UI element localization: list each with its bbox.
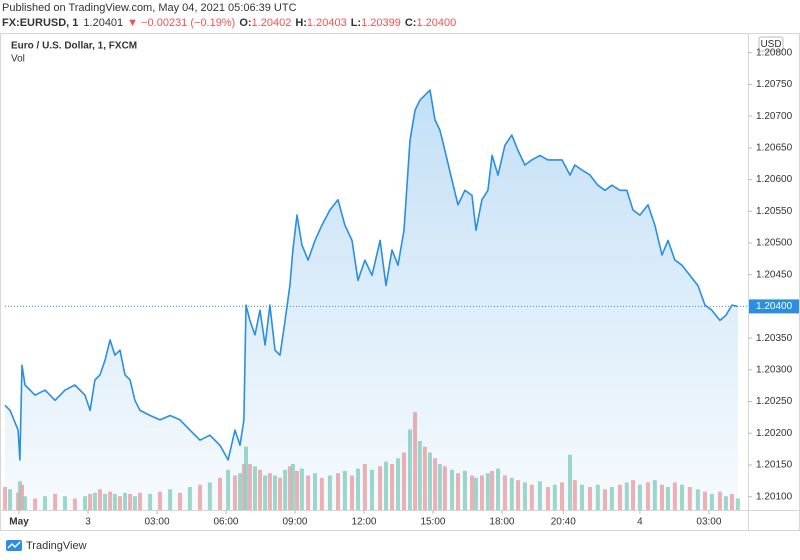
y-tick-label: 1.20100 — [756, 491, 793, 502]
x-tick-label: 03:00 — [696, 517, 721, 528]
last-price-label: 1.20400 — [756, 301, 793, 312]
x-tick-label: 4 — [637, 517, 643, 528]
symbol: FX:EURUSD, 1 — [2, 17, 78, 29]
x-tick-label: 18:00 — [489, 517, 514, 528]
ohlc-value: 1.20402 — [252, 17, 292, 29]
y-tick-label: 1.20350 — [756, 333, 793, 344]
published-note: Published on TradingView.com, May 04, 20… — [2, 2, 297, 14]
ohlc-value: 1.20399 — [361, 17, 401, 29]
ohlc-label: L: — [351, 17, 361, 29]
y-tick-label: 1.20150 — [756, 460, 793, 471]
x-tick-label: 20:40 — [551, 517, 576, 528]
price-line — [4, 89, 739, 461]
y-tick-label: 1.20500 — [756, 238, 793, 249]
ohlc-label: C: — [405, 17, 417, 29]
y-tick-label: 1.20650 — [756, 142, 793, 153]
x-tick-label: 12:00 — [351, 517, 376, 528]
plot — [3, 89, 748, 510]
brand-logo-mark — [7, 541, 21, 549]
currency: USD — [760, 39, 781, 50]
y-tick-label: 1.20550 — [756, 206, 793, 217]
price-area — [5, 90, 738, 510]
y-tick-label: 1.20750 — [756, 79, 793, 90]
y-tick-label: 1.20600 — [756, 174, 793, 185]
brand-name: TradingView — [26, 540, 87, 552]
y-tick-label: 1.20200 — [756, 428, 793, 439]
x-tick-label: May — [9, 517, 29, 528]
ohlc-label: H: — [295, 17, 307, 29]
chart-title: Euro / U.S. Dollar, 1, FXCM — [11, 41, 137, 52]
y-tick-label: 1.20300 — [756, 364, 793, 375]
brand: TradingView — [6, 540, 87, 552]
x-tick-label: 15:00 — [420, 517, 445, 528]
x-tick-label: 09:00 — [282, 517, 307, 528]
y-tick-label: 1.20800 — [756, 47, 793, 58]
ohlc-value: 1.20400 — [416, 17, 456, 29]
currency-box — [758, 36, 784, 52]
y-tick-label: 1.20700 — [756, 111, 793, 122]
x-tick-label: 03:00 — [144, 517, 169, 528]
symbol-line: FX:EURUSD, 1 1.20401 ▼ −0.00231 (−0.19%) O:… — [2, 17, 456, 29]
y-tick-label: 1.20450 — [756, 269, 793, 280]
last-price-box — [749, 299, 799, 314]
volume-label: Vol — [11, 54, 25, 65]
ohlc-label: O: — [239, 17, 251, 29]
x-tick-label: 3 — [85, 517, 91, 528]
ohlc-value: 1.20403 — [307, 17, 347, 29]
x-tick-label: 06:00 — [213, 517, 238, 528]
price: 1.20401 — [83, 17, 123, 29]
y-tick-label: 1.20250 — [756, 396, 793, 407]
change: ▼ −0.00231 (−0.19%) — [127, 17, 235, 29]
